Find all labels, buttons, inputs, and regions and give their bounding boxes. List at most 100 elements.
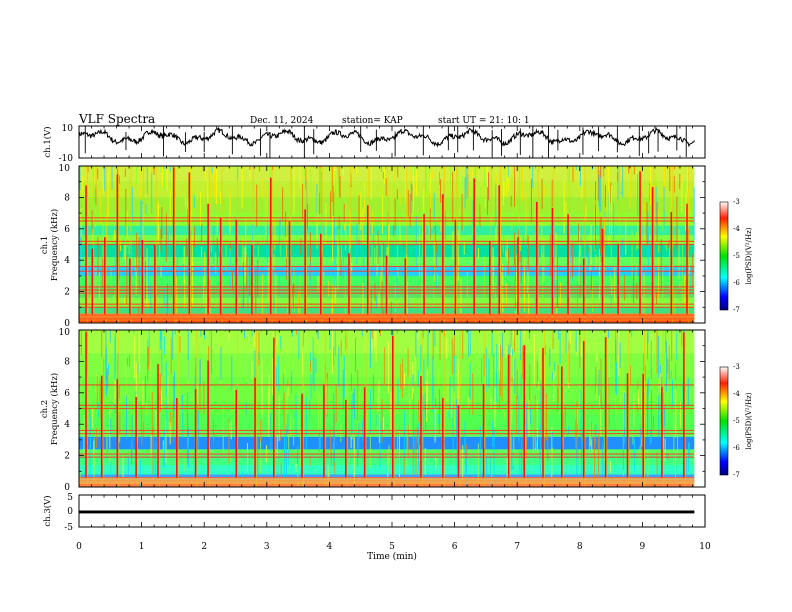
ch2-spectrogram-texture	[141, 405, 143, 446]
ch2-spectrogram-texture	[345, 357, 347, 404]
ch2-spectrogram-texture	[510, 330, 512, 348]
ch2-spectrogram-texture	[553, 369, 555, 403]
ch1-spectrogram-texture	[272, 166, 274, 171]
ch2-spectrogram-texture	[376, 414, 378, 427]
ch1-spectrogram-sferic-halo	[537, 166, 539, 323]
ch1-spectrogram-texture	[186, 238, 188, 257]
ch1-spectrogram-texture	[215, 182, 217, 204]
ch2-spectrogram-texture	[135, 362, 137, 397]
ch1-spectrogram-texture	[163, 166, 165, 170]
ch2-spectrogram-texture	[229, 330, 231, 336]
ch2-spectrogram-texture	[418, 423, 420, 471]
ch1-spectrogram-ylabel-channel: ch.1	[40, 236, 50, 254]
ch2-spectrogram-sferic	[85, 331, 87, 480]
ch2-spectrogram-texture	[290, 415, 292, 437]
ch2-spectrogram-texture	[666, 340, 668, 392]
ch1-spectrogram-texture	[274, 218, 276, 251]
ch2-spectrogram-sferic-halo	[118, 330, 120, 487]
ch1-spectrogram-texture	[293, 166, 295, 215]
ch1-spectrogram-texture	[356, 166, 358, 175]
ch2-spectrogram-sferic-halo	[543, 330, 545, 487]
ch2-spectrogram-texture	[181, 394, 183, 402]
ch1-spectrogram-texture	[530, 178, 532, 223]
ch1-spectrogram-texture	[452, 231, 454, 260]
ch1-spectrogram-texture	[114, 240, 116, 267]
ch1-spectrogram-texture	[393, 225, 395, 237]
ch2-cbtick-m7: -7	[733, 471, 740, 479]
ch1-spectrogram-texture	[617, 172, 619, 182]
ch2-spectrogram-texture	[187, 330, 189, 381]
ch2-spectrogram-texture	[598, 433, 600, 478]
ch2-spectrogram-texture	[148, 346, 149, 370]
ch1-spectrogram-texture	[151, 172, 153, 215]
ch1-spectrogram-sferic	[207, 203, 209, 316]
ch1-spectrogram-texture	[433, 233, 435, 282]
ch1-colorbar-scale	[719, 201, 729, 311]
ch2-spectrogram-sferic	[194, 389, 197, 480]
ch1-spectrogram-texture	[137, 166, 139, 168]
ch1-spectrogram-texture	[574, 166, 576, 170]
ch2-spectrogram-texture	[598, 370, 600, 396]
ch1-spectrogram-texture	[413, 168, 414, 212]
ch2-spectrogram-texture	[379, 421, 381, 468]
ch2-spectrogram-texture	[173, 376, 175, 388]
ch2-spectrogram-texture	[415, 427, 417, 475]
ch1-spectrogram-texture	[163, 288, 165, 307]
ch1-spectrogram-texture	[668, 239, 670, 248]
ch2-spectrogram-texture	[665, 330, 667, 354]
ch1-spectrogram-texture	[395, 166, 397, 175]
ch1-spectrogram-texture	[370, 166, 372, 199]
ch1-spectrogram-sferic	[454, 219, 457, 316]
ch2-spectrogram-sferic-halo	[421, 330, 423, 487]
ch1-spectrogram-texture	[687, 166, 688, 193]
ch1-spectrogram-texture	[204, 251, 206, 288]
ch2-spectrogram-sferic	[135, 396, 137, 480]
ch1-spectrogram-texture	[595, 254, 597, 270]
ch1-spectrogram-texture	[334, 170, 336, 220]
ch1-spectrogram-texture	[216, 215, 218, 237]
ch2-spectrogram-texture	[164, 429, 166, 467]
ch2-spectrogram-texture	[519, 450, 521, 474]
ch1-spectrogram-texture	[310, 232, 311, 280]
ch2-spectrogram-texture	[667, 453, 669, 460]
ch2-spectrogram-texture	[375, 330, 377, 362]
x-axis-label: Time (min)	[367, 551, 417, 562]
ch1-cbtick-m6: -6	[733, 279, 740, 287]
ch1-spectrogram-texture	[334, 278, 336, 305]
ch2-spectrogram-texture	[353, 437, 355, 484]
ch1-spectrogram-texture	[486, 166, 488, 174]
ch2-spectrogram-texture	[172, 401, 174, 443]
ch2-spectrogram-texture	[260, 330, 262, 333]
ch2-spectrogram-texture	[500, 344, 502, 397]
ch1-spectrogram-sferic	[686, 203, 688, 316]
ch2-spectrogram-texture	[530, 332, 532, 349]
ch1-spectrogram-sferic	[651, 187, 654, 316]
ch2-spectrogram-texture	[608, 330, 609, 339]
ch1-spectrogram-sferic	[498, 185, 501, 316]
ch2-spectrogram-texture	[551, 432, 553, 448]
ch2-spectrogram-sferic	[323, 384, 325, 480]
ch1-spectrogram-texture	[179, 166, 180, 172]
ch1-spectrogram-texture	[98, 272, 100, 300]
ch1-spectrogram-texture	[685, 272, 687, 281]
ch1-spectrogram-texture	[267, 262, 269, 301]
ch2-spectrogram-texture	[420, 345, 422, 372]
ch1-spectrogram-texture	[658, 257, 659, 299]
ch1-spectrogram-texture	[285, 219, 287, 259]
ch1-spectrogram-texture	[125, 188, 127, 237]
ch1-spectrogram-texture	[628, 293, 630, 303]
ch2-spectrogram-texture	[409, 402, 411, 434]
ch1-spectrogram-texture	[665, 244, 667, 251]
ch1-spectrogram-texture	[396, 189, 398, 200]
ch1-spectrogram-texture	[599, 256, 601, 292]
ch2-spectrogram-texture	[491, 459, 493, 482]
ch1-spectrogram-texture	[487, 187, 489, 215]
ch1-spectrogram-texture	[534, 166, 536, 169]
ch1-spectrogram-texture	[210, 278, 212, 320]
ch1-spectrogram-ylabel-frequency: Frequency (kHz)	[49, 209, 60, 281]
ch2-cbtick-m6: -6	[733, 444, 740, 452]
ch1-spectrogram-texture	[495, 184, 497, 228]
ch1-spectrogram-texture	[356, 222, 358, 265]
ch1-ytick-8: 8	[64, 193, 70, 203]
